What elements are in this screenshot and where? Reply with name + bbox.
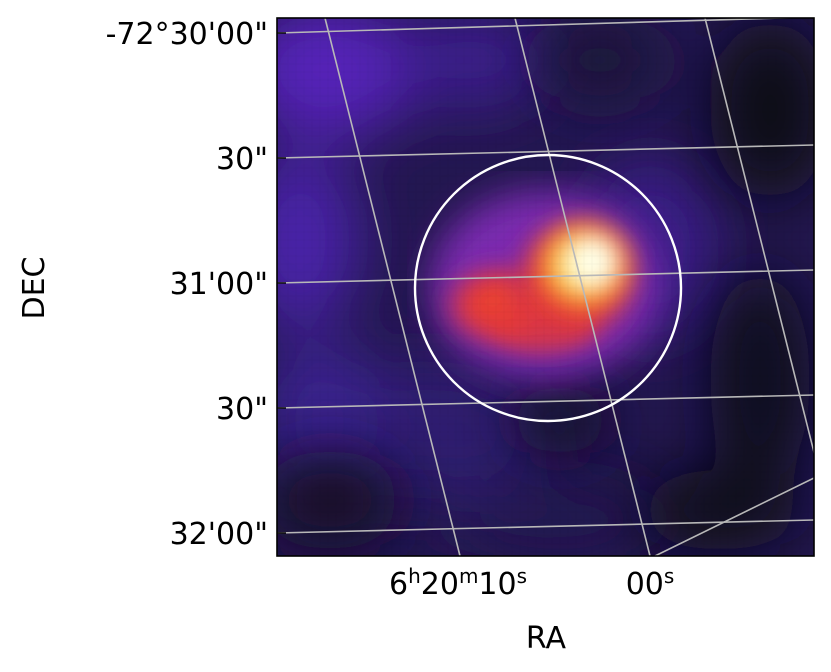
sky-image (277, 18, 814, 556)
y-tick-label: 32'00" (170, 517, 268, 552)
aperture-circle (413, 153, 683, 423)
coordinate-grid (277, 18, 814, 556)
x-tick-label-ra-1: 6h20m10s (389, 564, 527, 602)
x-axis-label: RA (526, 621, 567, 656)
y-tick-label: 30" (216, 142, 268, 177)
x-tick-label-ra-2: 00s (626, 564, 675, 602)
plot-frame (276, 17, 815, 557)
y-tick-label: -72°30'00" (106, 17, 268, 52)
y-axis-label: DEC (17, 256, 52, 319)
y-tick-label: 30" (216, 392, 268, 427)
y-tick-label: 31'00" (170, 267, 268, 302)
